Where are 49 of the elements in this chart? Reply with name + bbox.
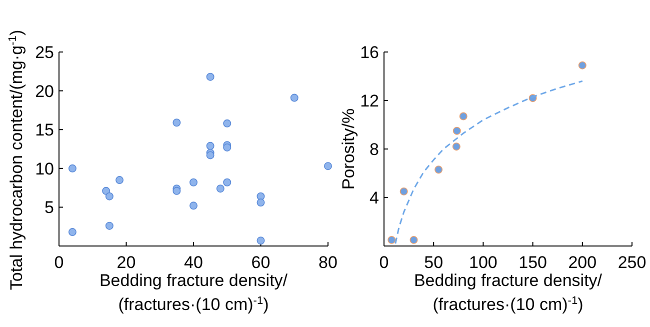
y-tick-label: 5: [44, 198, 54, 218]
x-tick-label: 200: [568, 253, 597, 272]
x-tick-label: 250: [618, 253, 646, 272]
y-tick-label: 8: [370, 140, 379, 159]
point: [105, 192, 114, 200]
x-tick-label: 40: [184, 253, 203, 272]
point: [324, 162, 332, 170]
point: [68, 228, 76, 236]
x-tick-label: 80: [318, 253, 338, 272]
x-tick-label: 0: [54, 253, 64, 272]
point: [206, 72, 214, 81]
y-tick-label: 15: [35, 120, 54, 140]
y-tick-label: 20: [35, 82, 54, 101]
point: [223, 119, 232, 128]
point: [190, 178, 198, 186]
point: [105, 222, 114, 230]
point: [206, 151, 214, 160]
point: [256, 198, 265, 207]
point: [452, 142, 460, 151]
point: [290, 94, 298, 102]
y-tick-label: 16: [360, 42, 379, 62]
y-tick-label: 10: [35, 159, 54, 178]
y-tick-label: 12: [360, 91, 379, 110]
point: [410, 236, 418, 244]
x-tick-label: 150: [518, 253, 547, 272]
point: [452, 126, 461, 135]
y-tick-label: 4: [370, 188, 379, 208]
point: [400, 187, 408, 196]
y-tick-label: 25: [35, 42, 54, 62]
point: [459, 112, 468, 120]
point: [116, 176, 124, 184]
point: [206, 142, 214, 150]
point: [216, 184, 224, 193]
point: [256, 236, 265, 245]
x-axis-title: Bedding fracture density/ (fractures·(10 cm)$^{-1}$): [99, 271, 288, 314]
point: [68, 164, 76, 172]
point: [223, 178, 232, 186]
x-tick-label: 100: [469, 253, 498, 272]
point: [388, 236, 396, 244]
x-tick-label: 60: [251, 253, 270, 272]
point: [190, 202, 198, 210]
point: [434, 166, 443, 174]
x-tick-label: 20: [116, 253, 136, 272]
point: [172, 118, 181, 127]
x-tick-label: 50: [424, 253, 444, 272]
y-axis-title: Porosity/%: [339, 108, 358, 190]
point: [578, 61, 586, 70]
x-axis-title: Bedding fracture density/ (fractures·(10 cm)$^{-1}$): [414, 271, 602, 314]
x-tick-label: 0: [379, 253, 389, 272]
